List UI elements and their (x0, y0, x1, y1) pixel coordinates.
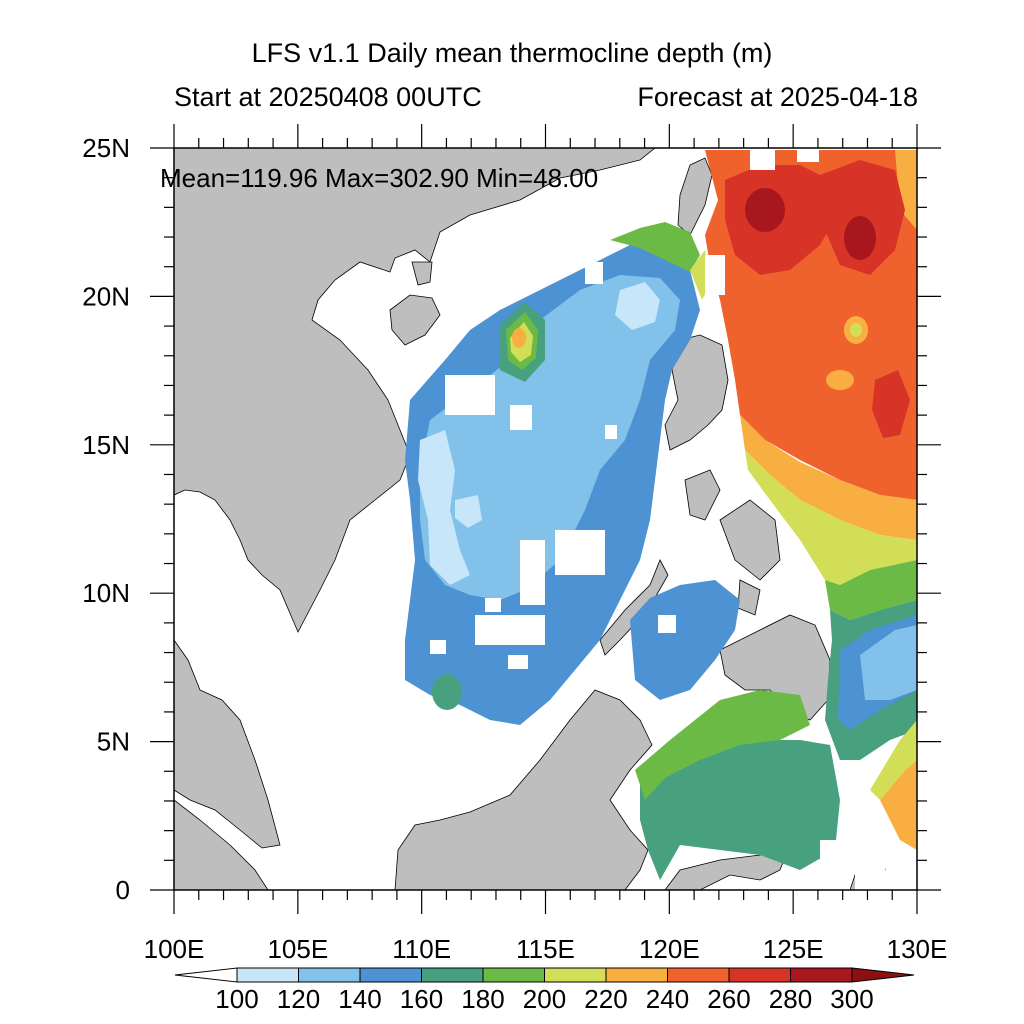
field-celebes-180-200 (635, 690, 810, 800)
lat-tick-label: 5N (97, 727, 130, 757)
land-hainan (389, 294, 441, 346)
lon-tick-label: 120E (639, 934, 700, 964)
lon-tick-label: 130E (887, 934, 948, 964)
field-wp-120-140 (860, 625, 917, 700)
field-wp-280-300-b (844, 216, 876, 260)
field-wp-cool-core (850, 323, 862, 337)
colorbar-box (790, 967, 853, 983)
lat-tick-label: 0 (116, 875, 130, 905)
colorbar-box (359, 967, 422, 983)
land-visayas (684, 469, 781, 616)
colorbar-level-label: 160 (400, 984, 443, 1014)
lat-tick-label: 20N (82, 281, 130, 311)
lon-tick-label: 100E (144, 934, 205, 964)
colorbar-box (728, 967, 791, 983)
field-scs-north-strip (610, 222, 700, 272)
lat-tick-label: 25N (82, 133, 130, 163)
land-mainland-asia (174, 148, 656, 633)
map-plot-area (174, 148, 917, 890)
colorbar-box (236, 967, 299, 983)
land-luzon (664, 334, 729, 451)
lon-tick-label: 110E (392, 934, 451, 964)
missing-data-cells (430, 150, 885, 890)
colorbar-over-triangle (851, 967, 915, 983)
field-scs-120-140 (420, 275, 680, 600)
field-sulu-140-160 (630, 580, 740, 700)
colorbar-under-triangle (174, 967, 238, 983)
field-wp-south-220-240 (880, 760, 917, 850)
colorbar-level-label: 140 (338, 984, 381, 1014)
field-scs-100-120-b (615, 282, 660, 330)
land-mindanao (719, 614, 831, 721)
colorbar-box (605, 967, 668, 983)
colorbar: 100 120 140 160 180 200 220 240 260 280 300 (174, 967, 915, 1014)
map-axes: 100E 105E 110E 115E 120E 125E 130E 0 5N 10N 15N 20N… (82, 124, 947, 964)
field-wp-south-200-220 (870, 720, 917, 800)
colorbar-box (667, 967, 730, 983)
field-wp-260-280-c (872, 370, 910, 438)
field-wp-180-200 (825, 560, 917, 620)
colorbar-box (544, 967, 607, 983)
field-scs-small-160-180 (432, 674, 462, 710)
colorbar-level-label: 260 (707, 984, 750, 1014)
field-scs-100-120-c (455, 495, 482, 528)
field-scs-100-120-a (418, 430, 470, 585)
colorbar-level-label: 120 (277, 984, 320, 1014)
colorbar-level-label: 300 (830, 984, 873, 1014)
colorbar-level-label: 220 (584, 984, 627, 1014)
colorbar-level-label: 280 (769, 984, 812, 1014)
stats-annotation: Mean=119.96 Max=302.90 Min=48.00 (160, 163, 598, 193)
lat-tick-label: 15N (82, 430, 130, 460)
land-malay-peninsula (174, 639, 281, 849)
lon-tick-label: 115E (516, 934, 575, 964)
colorbar-level-label: 100 (215, 984, 258, 1014)
chart-title: LFS v1.1 Daily mean thermocline depth (m… (251, 38, 773, 68)
land-sumatra (174, 799, 269, 890)
colorbar-level-label: 180 (461, 984, 504, 1014)
lon-tick-label: 105E (267, 934, 328, 964)
start-time-label: Start at 20250408 00UTC (174, 82, 482, 112)
field-wp-warm-spot (826, 370, 854, 390)
field-scs-eddy-220-240 (512, 328, 526, 348)
land-taiwan (677, 157, 713, 236)
land-leizhou (411, 261, 433, 286)
forecast-time-label: Forecast at 2025-04-18 (637, 82, 918, 112)
field-wp-200-220 (690, 250, 917, 585)
colorbar-level-label: 200 (523, 984, 566, 1014)
land-palawan (599, 559, 669, 656)
lon-tick-label: 125E (763, 934, 824, 964)
colorbar-level-label: 240 (646, 984, 689, 1014)
colorbar-box (482, 967, 545, 983)
lat-tick-label: 10N (82, 578, 130, 608)
colorbar-box (421, 967, 484, 983)
field-celebes-160-180 (640, 740, 840, 880)
colorbar-box (298, 967, 361, 983)
field-wp-280-300-a (745, 188, 785, 232)
